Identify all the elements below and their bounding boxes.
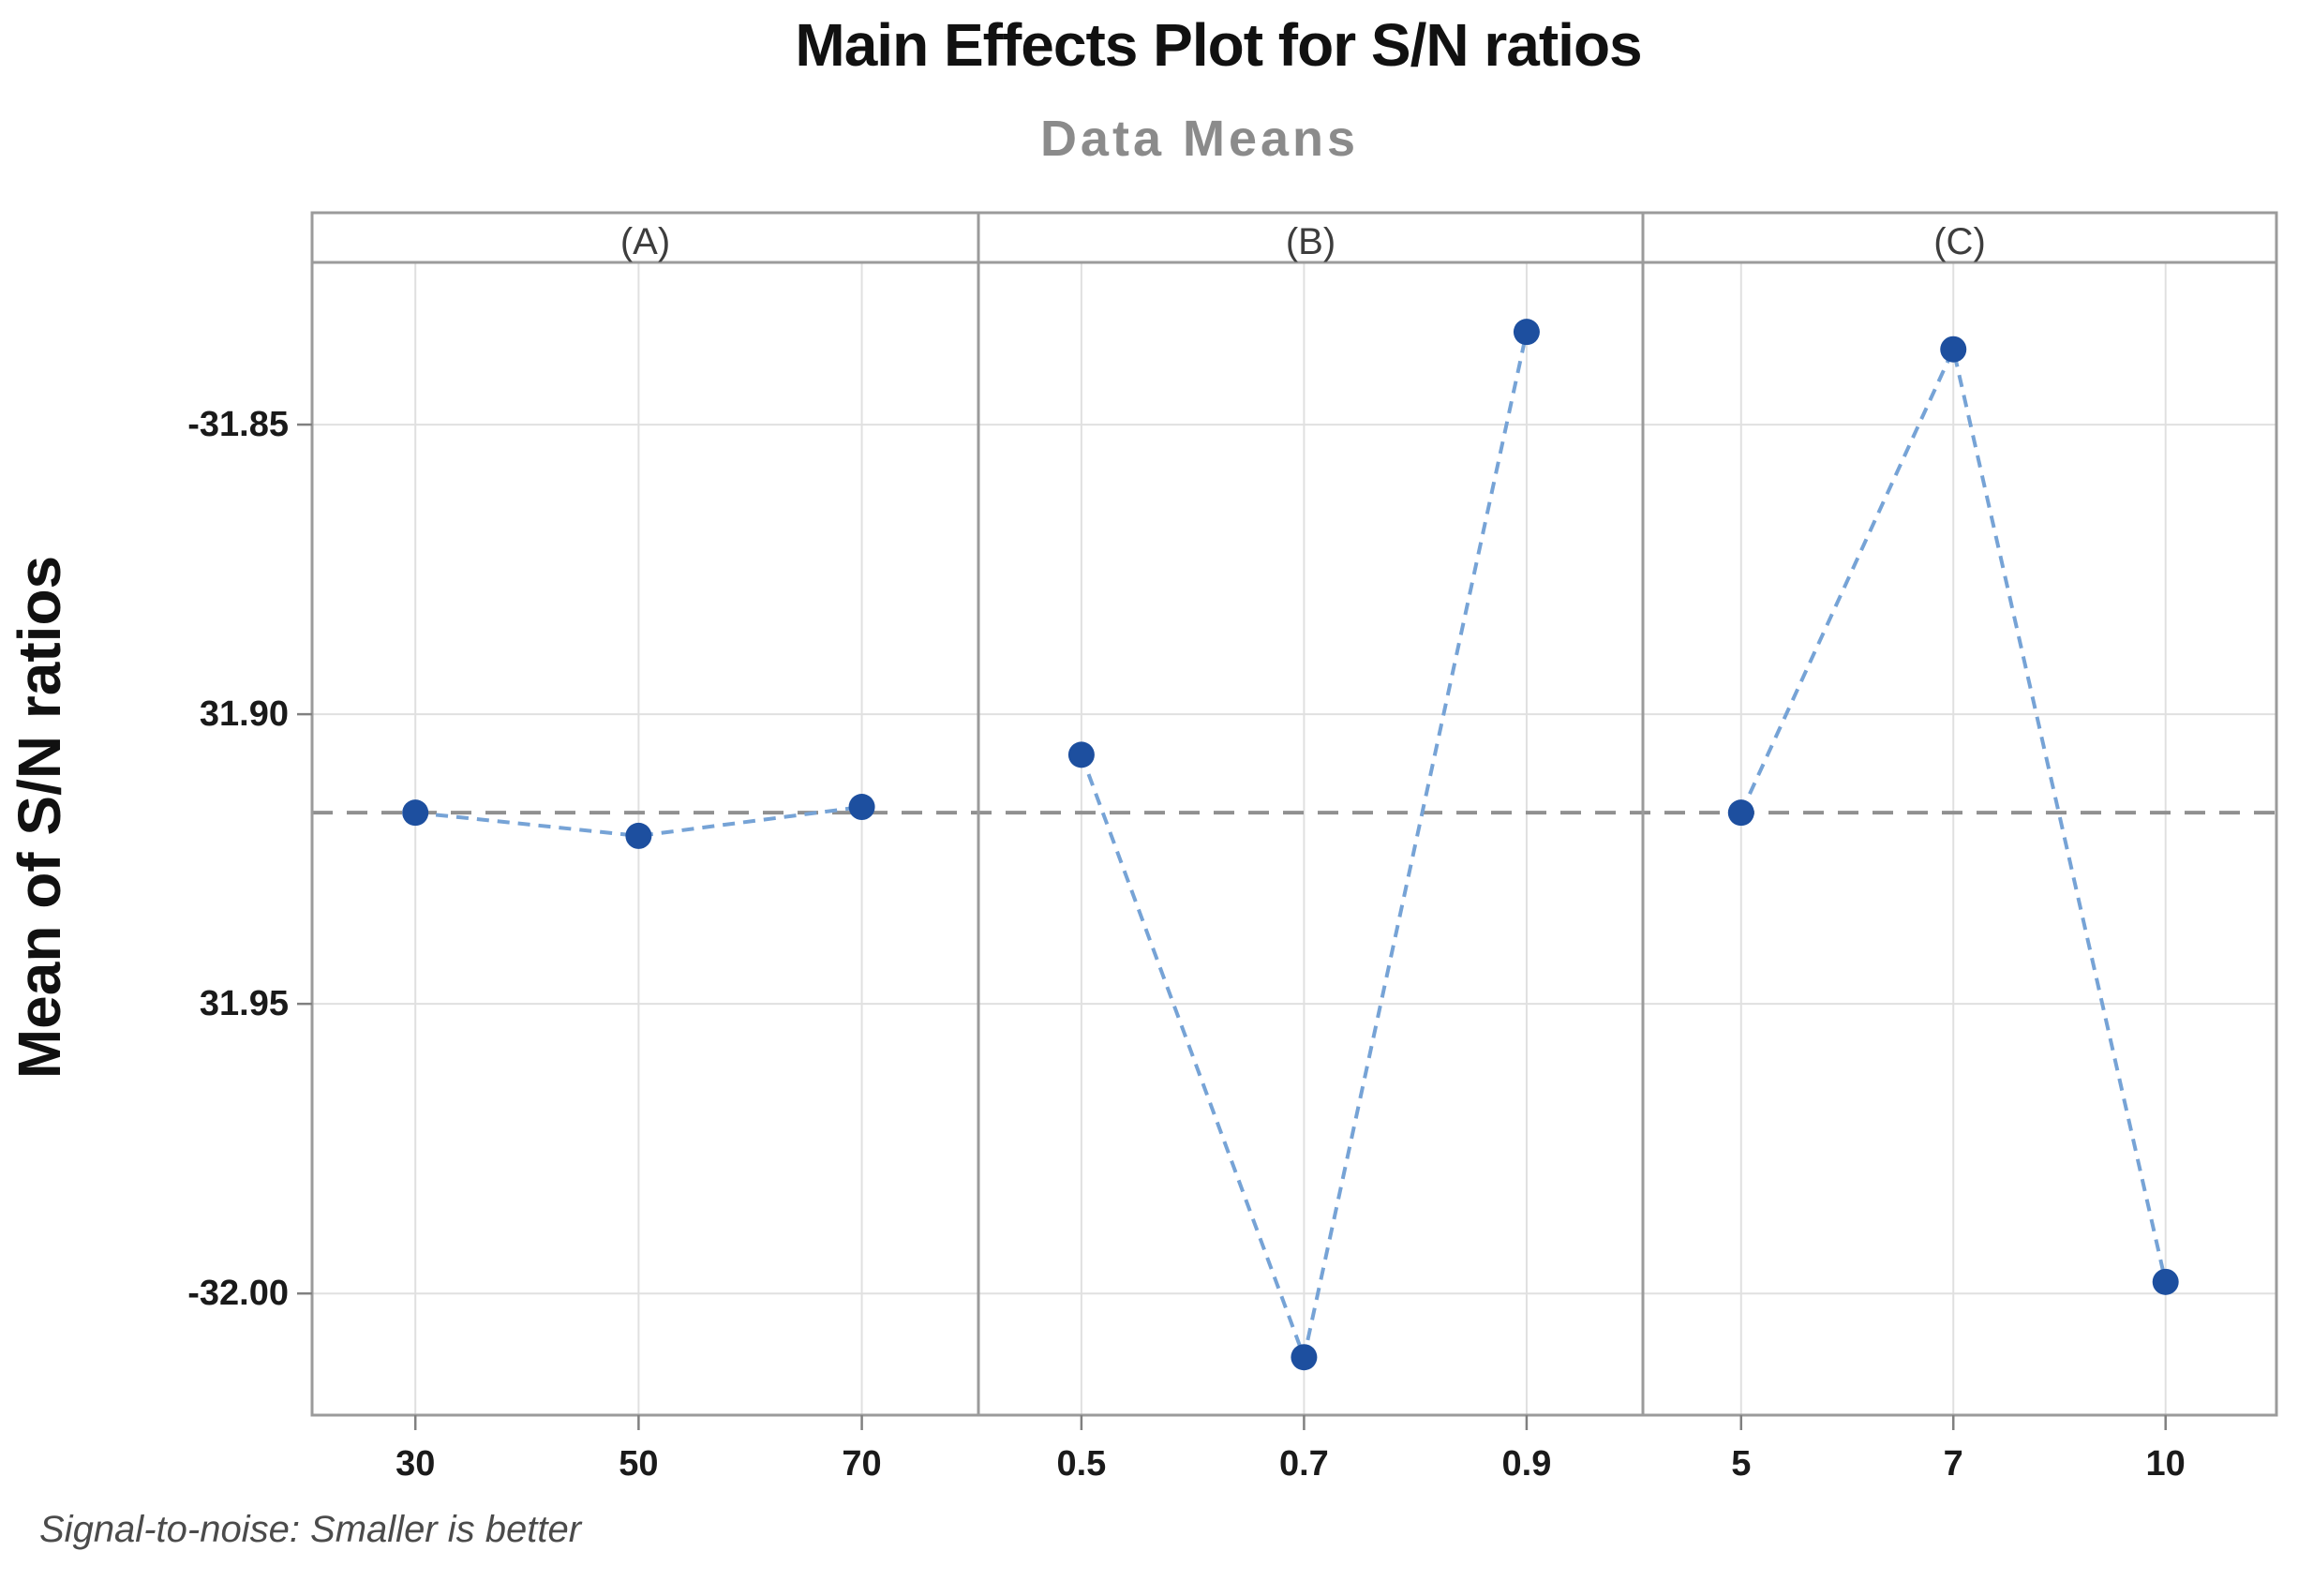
- data-point: [402, 799, 429, 827]
- data-point: [848, 794, 875, 821]
- chart-subtitle: Data Means: [1039, 111, 1360, 167]
- chart-title: Main Effects Plot for S/N ratios: [795, 11, 1642, 79]
- y-tick-label: -31.85: [187, 405, 289, 445]
- plot-outer-border: [310, 211, 2278, 1417]
- x-tick-label: 0.7: [1278, 1444, 1329, 1484]
- x-tick-label: 0.5: [1056, 1444, 1107, 1484]
- series-line: [1738, 343, 2168, 1283]
- x-tick-label: 50: [619, 1444, 659, 1484]
- data-point: [1291, 1344, 1318, 1371]
- y-tick-label: 31.90: [199, 694, 289, 735]
- data-point: [2152, 1268, 2179, 1295]
- panel-header-label: (B): [1285, 221, 1336, 262]
- data-point: [1067, 741, 1095, 768]
- x-tick-label: 5: [1731, 1444, 1752, 1484]
- data-point: [1940, 336, 1967, 363]
- y-tick-label: 31.95: [199, 984, 289, 1024]
- x-tick-label: 0.9: [1501, 1444, 1552, 1484]
- panel-header-label: (A): [619, 221, 671, 262]
- data-point: [1727, 799, 1754, 827]
- data-point: [1513, 319, 1540, 346]
- x-tick-label: 7: [1943, 1444, 1963, 1484]
- x-tick-label: 10: [2145, 1444, 2186, 1484]
- signal-to-noise-footnote: Signal-to-noise: Smaller is better: [39, 1509, 582, 1550]
- series-line: [414, 805, 862, 838]
- y-tick-label: -32.00: [187, 1274, 289, 1314]
- x-tick-label: 70: [842, 1444, 882, 1484]
- y-axis-label: Mean of S/N ratios: [6, 555, 73, 1080]
- panel-header-label: (C): [1933, 221, 1986, 262]
- x-tick-label: 30: [395, 1444, 436, 1484]
- data-point: [625, 822, 652, 849]
